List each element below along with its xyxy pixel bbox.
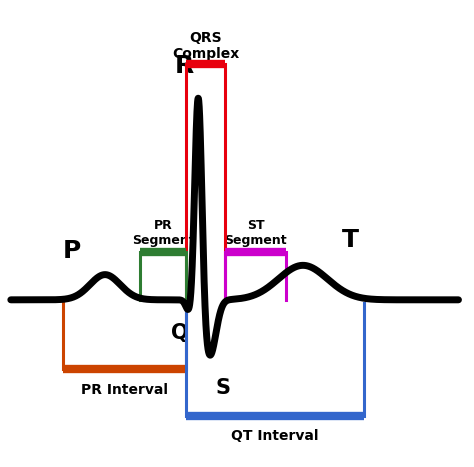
- Text: P: P: [63, 240, 81, 263]
- Text: R: R: [174, 54, 194, 78]
- Text: PR
Segment: PR Segment: [132, 219, 194, 248]
- Text: ST
Segment: ST Segment: [225, 219, 287, 248]
- Text: Q: Q: [171, 323, 188, 343]
- Text: QRS
Complex: QRS Complex: [172, 31, 239, 61]
- Text: QT Interval: QT Interval: [231, 429, 319, 443]
- Text: PR Interval: PR Interval: [81, 383, 168, 396]
- Text: S: S: [215, 378, 230, 398]
- Text: T: T: [342, 228, 359, 252]
